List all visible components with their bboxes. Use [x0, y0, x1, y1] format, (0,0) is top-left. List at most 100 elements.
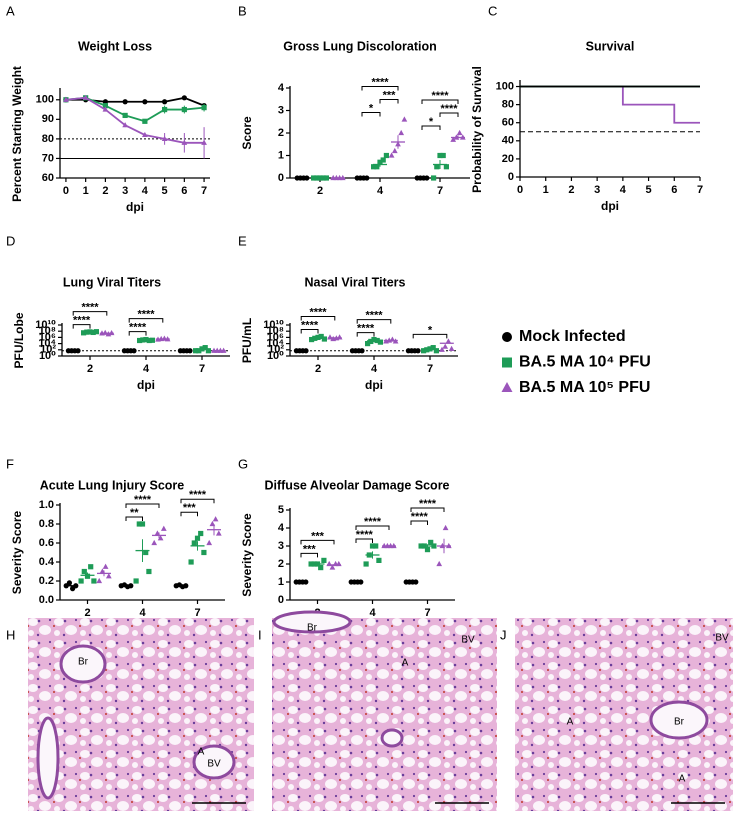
point: [336, 334, 343, 340]
x-tick-label: 0: [63, 185, 69, 197]
y-tick-label: 4: [278, 522, 285, 534]
significance-bracket: [421, 125, 441, 130]
significance-label: ****: [73, 315, 91, 327]
significance-label: ****: [301, 319, 319, 331]
point: [431, 175, 437, 181]
significance-bracket: [410, 520, 428, 525]
y-tick-label: 10¹⁰: [35, 319, 56, 331]
chart-title: Acute Lung Injury Score: [40, 478, 185, 492]
y-tick-label: 10⁴: [266, 338, 284, 350]
significance-bracket: [361, 86, 399, 91]
point: [102, 106, 109, 112]
point: [191, 540, 197, 546]
point: [142, 131, 148, 138]
x-tick-label: 5: [646, 184, 652, 196]
point: [450, 136, 457, 142]
point: [398, 129, 405, 136]
lumen: [36, 716, 60, 800]
significance-label: ***: [303, 543, 317, 555]
y-axis-label: PFU/Lobe: [12, 312, 26, 368]
series-line: [65, 96, 205, 144]
point: [63, 96, 69, 102]
significance-label: ****: [356, 529, 374, 541]
significance-bracket: [356, 332, 375, 337]
image-label: Br: [307, 623, 318, 634]
significance-bracket: [72, 311, 108, 316]
y-tick-label: 5: [278, 504, 284, 516]
panel-label: D: [6, 233, 15, 248]
significance-bracket: [72, 324, 91, 329]
y-tick-label: 10⁴: [38, 338, 56, 350]
panel-label: A: [6, 3, 15, 18]
x-tick-label: 4: [377, 185, 384, 197]
point: [162, 99, 168, 105]
significance-bracket: [128, 331, 147, 336]
y-axis-label: Severity Score: [240, 513, 254, 597]
x-tick-label: 7: [199, 363, 205, 375]
panel-label: I: [258, 627, 262, 642]
y-tick-label: 10⁶: [39, 331, 56, 343]
y-tick-label: 60: [502, 117, 514, 129]
x-axis-label: dpi: [601, 199, 619, 213]
panel-label: H: [6, 627, 15, 642]
y-tick-label: 80: [42, 133, 54, 145]
histology-image: [28, 618, 254, 811]
significance-bracket: [300, 328, 319, 334]
significance-label: ****: [419, 498, 437, 510]
significance-bracket: [128, 318, 164, 323]
point: [181, 139, 188, 145]
x-tick-label: 6: [181, 185, 187, 197]
significance-bracket: [356, 319, 392, 324]
y-tick-label: 10⁸: [267, 325, 284, 337]
y-tick-label: 0: [278, 172, 284, 184]
point: [424, 547, 431, 553]
chart-title: Gross Lung Discoloration: [283, 39, 437, 53]
point: [369, 543, 376, 549]
point: [81, 568, 87, 575]
point: [442, 524, 449, 531]
point: [105, 573, 112, 579]
significance-bracket: [180, 511, 198, 517]
x-tick-label: 1: [543, 184, 549, 196]
y-tick-label: 10⁸: [39, 325, 56, 337]
x-tick-label: 4: [142, 185, 149, 197]
significance-bracket: [300, 552, 318, 558]
point: [196, 348, 202, 354]
point: [181, 106, 187, 113]
significance-bracket: [355, 525, 390, 530]
y-axis-label: PFU/mL: [240, 318, 254, 363]
point: [160, 525, 167, 531]
y-tick-label: 100: [36, 94, 54, 106]
x-axis-label: dpi: [137, 378, 155, 392]
y-tick-label: 3: [278, 540, 284, 552]
point: [139, 521, 146, 527]
y-tick-label: 10¹⁰: [263, 319, 284, 331]
point: [377, 339, 383, 345]
y-tick-label: 1: [278, 149, 284, 161]
point: [428, 539, 434, 545]
point: [376, 557, 382, 563]
legend-label: BA.5 MA 10⁵ PFU: [519, 379, 650, 396]
point: [318, 333, 324, 340]
image-label: Br: [78, 657, 89, 668]
x-tick-label: 2: [84, 607, 90, 619]
image-label: A: [679, 774, 686, 785]
x-axis-label: dpi: [365, 378, 383, 392]
point: [440, 152, 446, 159]
significance-label: ****: [365, 309, 383, 321]
point: [102, 99, 108, 105]
y-tick-label: 20: [502, 153, 514, 165]
significance-bracket: [361, 112, 381, 117]
y-tick-label: 0: [508, 171, 514, 183]
significance-label: ****: [137, 309, 155, 321]
x-tick-label: 4: [371, 363, 378, 375]
x-tick-label: 2: [315, 363, 321, 375]
point: [445, 338, 452, 344]
point: [502, 332, 512, 342]
image-label: A: [402, 658, 409, 669]
significance-label: ****: [309, 306, 327, 318]
significance-label: ****: [371, 76, 389, 88]
point: [198, 530, 204, 537]
y-tick-label: 0.2: [39, 575, 54, 587]
point: [439, 346, 445, 352]
